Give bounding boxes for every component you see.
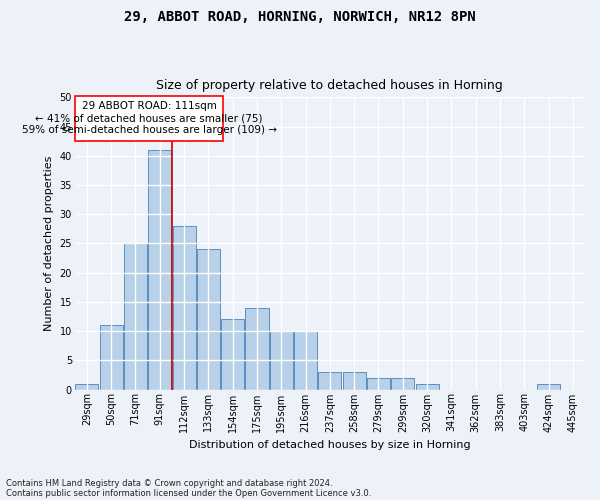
Bar — [221, 320, 244, 390]
Text: 59% of semi-detached houses are larger (109) →: 59% of semi-detached houses are larger (… — [22, 126, 277, 136]
Text: 29, ABBOT ROAD, HORNING, NORWICH, NR12 8PN: 29, ABBOT ROAD, HORNING, NORWICH, NR12 8… — [124, 10, 476, 24]
Bar — [416, 384, 439, 390]
Bar — [270, 331, 293, 390]
Bar — [537, 384, 560, 390]
FancyBboxPatch shape — [75, 96, 223, 141]
Text: 29 ABBOT ROAD: 111sqm: 29 ABBOT ROAD: 111sqm — [82, 102, 217, 112]
Y-axis label: Number of detached properties: Number of detached properties — [44, 156, 54, 331]
Bar — [343, 372, 366, 390]
Bar — [245, 308, 269, 390]
Bar — [319, 372, 341, 390]
Text: Contains public sector information licensed under the Open Government Licence v3: Contains public sector information licen… — [6, 488, 371, 498]
Bar — [100, 325, 123, 390]
Bar — [294, 331, 317, 390]
Bar — [197, 250, 220, 390]
Text: ← 41% of detached houses are smaller (75): ← 41% of detached houses are smaller (75… — [35, 113, 263, 123]
Bar — [76, 384, 98, 390]
Bar — [173, 226, 196, 390]
X-axis label: Distribution of detached houses by size in Horning: Distribution of detached houses by size … — [189, 440, 470, 450]
Bar — [148, 150, 172, 390]
Bar — [367, 378, 390, 390]
Text: Contains HM Land Registry data © Crown copyright and database right 2024.: Contains HM Land Registry data © Crown c… — [6, 478, 332, 488]
Bar — [391, 378, 415, 390]
Bar — [124, 244, 147, 390]
Title: Size of property relative to detached houses in Horning: Size of property relative to detached ho… — [157, 79, 503, 92]
